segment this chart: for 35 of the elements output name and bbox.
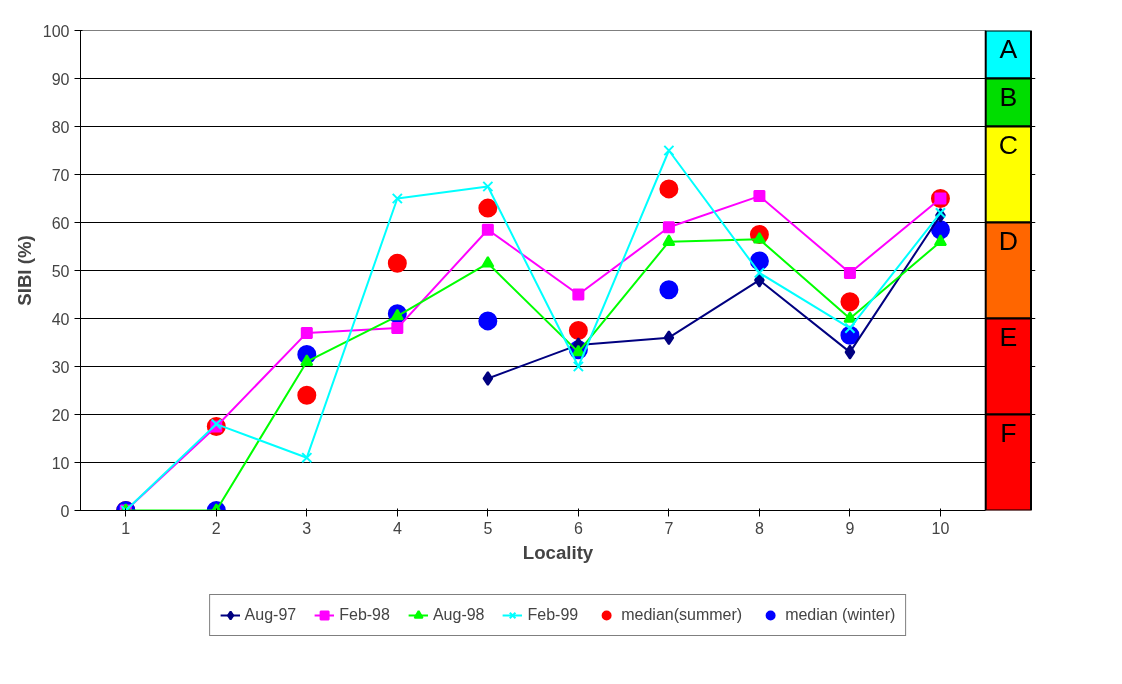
band-label: B (999, 81, 1018, 112)
x-tick-label: 6 (573, 519, 583, 537)
y-tick-label: 0 (60, 502, 70, 520)
band-label: D (998, 225, 1018, 256)
legend-label: median(summer) (621, 606, 743, 624)
x-tick-label: 1 (121, 519, 131, 537)
band-label: E (999, 321, 1018, 352)
band-label: C (998, 129, 1018, 160)
y-axis-title: SIBI (%) (13, 235, 35, 306)
x-tick-label: 2 (211, 519, 221, 537)
x-tick-label: 7 (664, 519, 674, 537)
legend-label: Aug-98 (432, 606, 485, 624)
y-tick-label: 20 (51, 406, 70, 424)
legend-label: Feb-99 (527, 606, 579, 624)
y-tick-label: 50 (51, 262, 70, 280)
y-tick-label: 70 (51, 166, 70, 184)
legend-label: Aug-97 (244, 606, 297, 624)
y-tick-label: 10 (51, 454, 70, 472)
legend-label: Feb-98 (339, 606, 390, 624)
y-tick-label: 30 (51, 358, 70, 376)
x-tick-label: 4 (392, 519, 402, 537)
band-label: F (1000, 417, 1017, 448)
x-tick-label: 5 (483, 519, 493, 537)
y-tick-label: 80 (51, 118, 70, 136)
legend-label: median (winter) (785, 606, 896, 624)
x-tick-label: 8 (754, 519, 764, 537)
x-tick-label: 3 (302, 519, 312, 537)
y-tick-label: 100 (42, 22, 70, 40)
x-axis-title: Locality (522, 541, 594, 563)
x-tick-label: 9 (845, 519, 855, 537)
band-label: A (999, 33, 1018, 64)
y-tick-label: 60 (51, 214, 70, 232)
x-tick-label: 10 (931, 519, 950, 537)
y-tick-label: 40 (51, 310, 70, 328)
y-tick-label: 90 (51, 70, 70, 88)
